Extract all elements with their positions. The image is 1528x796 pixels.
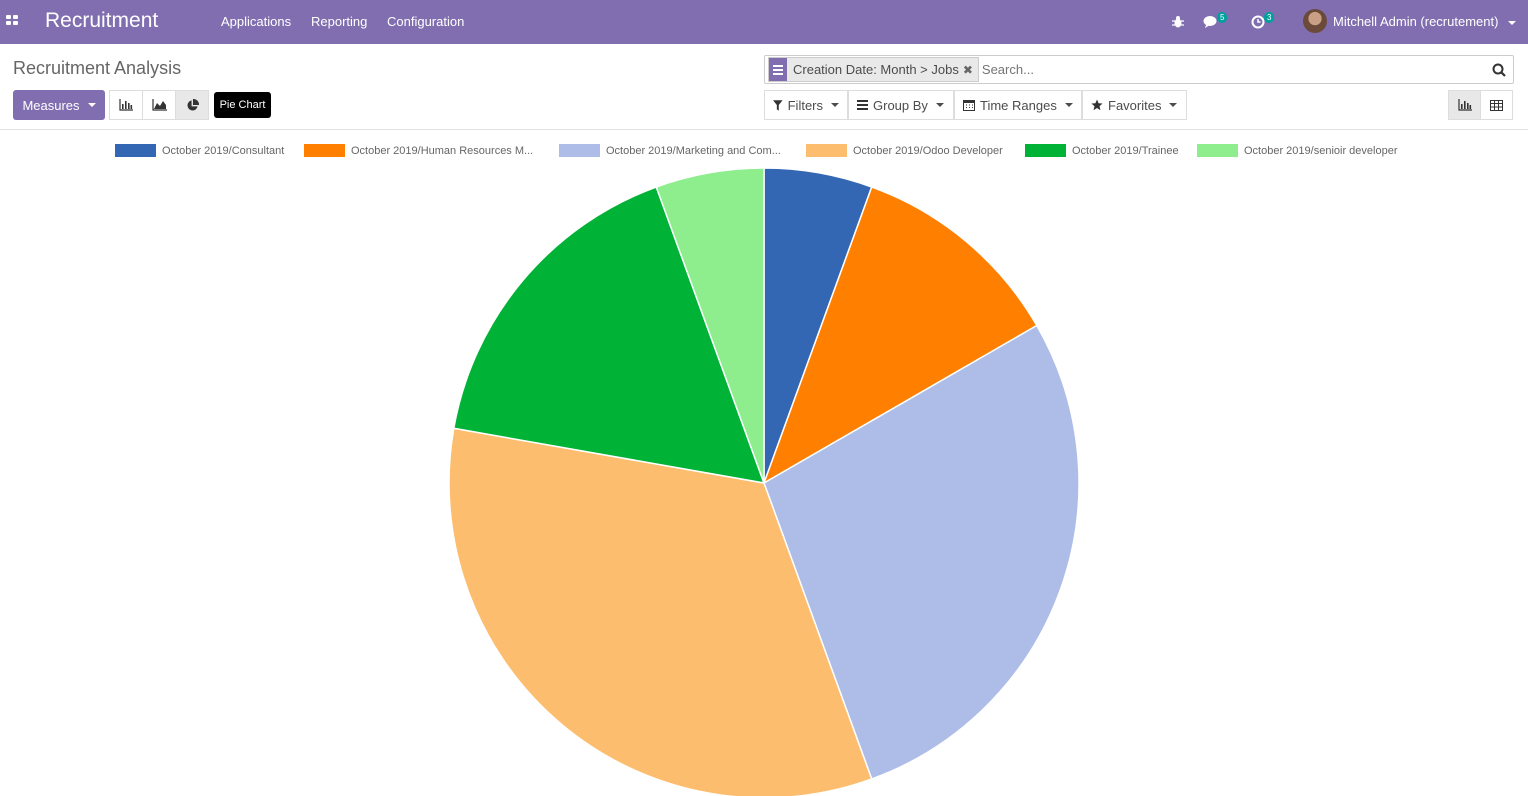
pie-slice[interactable] xyxy=(452,186,766,484)
bar-chart-button[interactable] xyxy=(109,90,143,120)
calendar-icon xyxy=(963,100,975,111)
legend-item[interactable]: October 2019/Marketing and Com... xyxy=(559,144,781,157)
chevron-down-icon xyxy=(1508,20,1517,25)
page-title: Recruitment Analysis xyxy=(13,58,182,78)
measures-label: Measures xyxy=(22,97,80,113)
top-navbar: Recruitment Applications Reporting Confi… xyxy=(0,0,1528,44)
chart-legend: October 2019/Consultant October 2019/Hum… xyxy=(0,144,1528,160)
pie-slice[interactable] xyxy=(655,167,765,484)
search-input[interactable] xyxy=(981,57,1485,82)
measures-button[interactable]: Measures xyxy=(13,90,105,120)
pie-slice[interactable] xyxy=(763,324,1080,780)
group-by-label: Group By xyxy=(873,97,928,113)
view-switcher xyxy=(1448,90,1513,120)
time-ranges-label: Time Ranges xyxy=(980,97,1057,113)
apps-menu-icon[interactable] xyxy=(6,15,20,27)
graph-view-button[interactable] xyxy=(1448,90,1481,120)
time-ranges-dropdown[interactable]: Time Ranges xyxy=(954,90,1082,120)
group-by-dropdown[interactable]: Group By xyxy=(848,90,954,120)
legend-label: October 2019/Trainee xyxy=(1072,144,1179,157)
divider xyxy=(0,129,1528,130)
legend-swatch xyxy=(304,144,345,157)
pie-slice[interactable] xyxy=(448,427,873,796)
pie-chart-tooltip: Pie Chart xyxy=(214,92,271,118)
favorites-label: Favorites xyxy=(1108,97,1162,113)
activities-clock-icon[interactable] xyxy=(1251,0,1265,44)
facet-remove-icon[interactable]: ✖ xyxy=(962,62,973,77)
legend-swatch xyxy=(806,144,847,157)
legend-swatch xyxy=(115,144,156,157)
pivot-view-button[interactable] xyxy=(1480,90,1513,120)
chevron-down-icon xyxy=(87,103,96,107)
user-avatar[interactable] xyxy=(1303,9,1327,33)
legend-label: October 2019/Human Resources M... xyxy=(351,144,534,157)
messages-badge: 5 xyxy=(1217,12,1228,23)
bar-chart-icon xyxy=(119,99,133,111)
table-icon xyxy=(1490,99,1503,111)
group-by-facet-icon xyxy=(769,58,787,81)
user-name-label: Mitchell Admin (recrutement) xyxy=(1333,14,1499,29)
legend-swatch xyxy=(1197,144,1238,157)
legend-item[interactable]: October 2019/Trainee xyxy=(1025,144,1179,157)
area-chart-icon xyxy=(151,99,167,111)
facet-label: Creation Date: Month > Jobs xyxy=(793,62,959,77)
legend-item[interactable]: October 2019/senioir developer xyxy=(1197,144,1397,157)
legend-item[interactable]: October 2019/Odoo Developer xyxy=(806,144,1003,157)
legend-label: October 2019/Odoo Developer xyxy=(853,144,1003,157)
favorites-dropdown[interactable]: Favorites xyxy=(1082,90,1187,120)
star-icon xyxy=(1091,99,1103,111)
legend-label: October 2019/Consultant xyxy=(162,144,285,157)
chevron-down-icon xyxy=(831,103,839,107)
legend-swatch xyxy=(1025,144,1066,157)
activities-badge: 3 xyxy=(1264,12,1275,23)
bar-chart-icon xyxy=(1457,99,1472,111)
filters-label: Filters xyxy=(787,97,823,113)
chevron-down-icon xyxy=(1169,103,1178,107)
search-bar: Creation Date: Month > Jobs ✖ xyxy=(764,55,1514,84)
legend-swatch xyxy=(559,144,600,157)
bars-icon xyxy=(857,100,868,110)
line-chart-button[interactable] xyxy=(142,90,176,120)
chevron-down-icon xyxy=(935,103,944,107)
legend-label: October 2019/senioir developer xyxy=(1244,144,1398,157)
pie-chart-icon xyxy=(186,98,199,111)
pie-chart xyxy=(448,167,1080,796)
chart-type-switcher xyxy=(109,90,209,120)
legend-item[interactable]: October 2019/Human Resources M... xyxy=(304,144,533,157)
filters-dropdown[interactable]: Filters xyxy=(764,90,848,120)
messages-icon[interactable] xyxy=(1203,0,1219,44)
menu-configuration[interactable]: Configuration xyxy=(387,14,465,29)
user-menu[interactable]: Mitchell Admin (recrutement) xyxy=(1333,14,1517,29)
filter-icon xyxy=(773,99,783,111)
legend-item[interactable]: October 2019/Consultant xyxy=(115,144,284,157)
menu-reporting[interactable]: Reporting xyxy=(311,14,368,29)
legend-label: October 2019/Marketing and Com... xyxy=(606,144,781,157)
search-facet: Creation Date: Month > Jobs ✖ xyxy=(768,57,979,82)
chevron-down-icon xyxy=(1064,103,1073,107)
menu-applications[interactable]: Applications xyxy=(221,14,292,29)
pie-slice[interactable] xyxy=(762,186,1038,485)
app-brand[interactable]: Recruitment xyxy=(45,9,159,32)
search-icon[interactable] xyxy=(1485,57,1513,83)
debug-bug-icon[interactable] xyxy=(1171,0,1185,44)
pie-chart-button[interactable] xyxy=(175,90,209,120)
